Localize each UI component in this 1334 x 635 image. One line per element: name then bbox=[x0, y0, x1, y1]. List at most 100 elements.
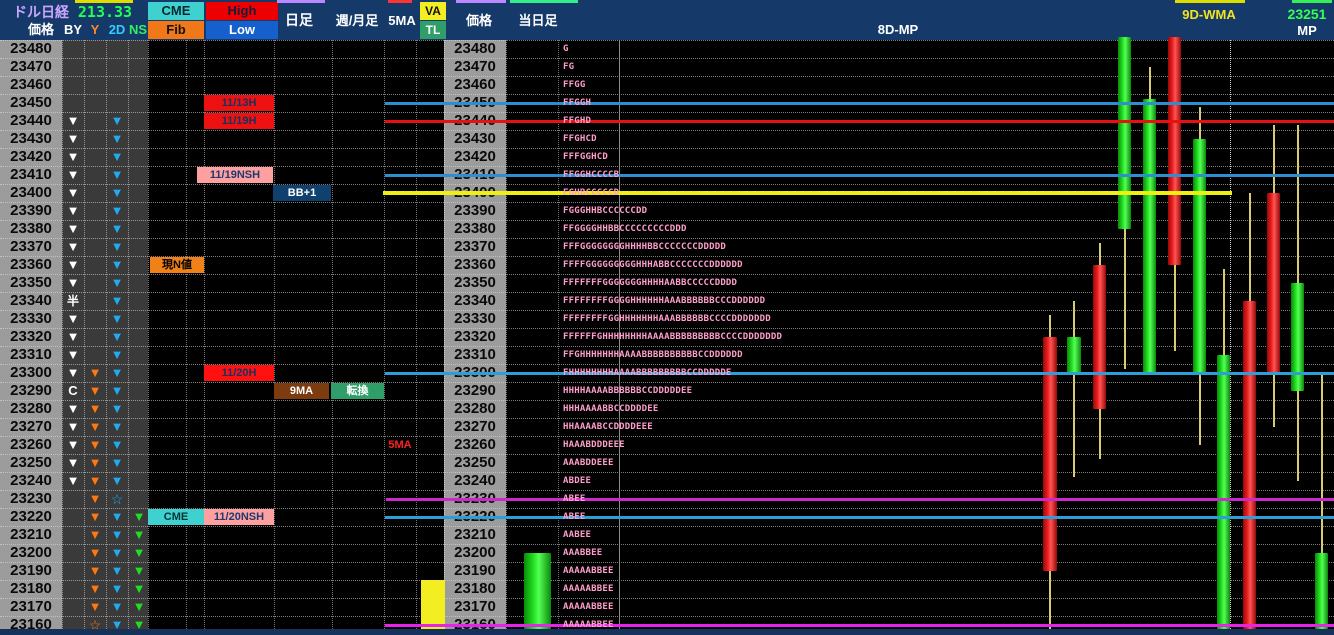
va-box bbox=[421, 580, 445, 629]
candle bbox=[1267, 193, 1280, 373]
profile-letters: FFFFFFFFGGGGHHHHHHAAABBBBBBCCCDDDDDD bbox=[563, 296, 766, 306]
price-cell: 23190 bbox=[454, 562, 496, 579]
down-triangle-icon: ▼ bbox=[66, 419, 80, 434]
down-triangle-icon: ▼ bbox=[110, 113, 124, 128]
grid-row-line bbox=[0, 148, 1334, 149]
daily-tab[interactable]: 日足 bbox=[285, 12, 313, 28]
price-cell: 23370 bbox=[454, 238, 496, 255]
price-cell: 23470 bbox=[454, 58, 496, 75]
grid-row-line bbox=[0, 202, 1334, 203]
down-triangle-icon: ▼ bbox=[132, 563, 146, 578]
grid-row-line bbox=[0, 454, 1334, 455]
down-triangle-icon: ▼ bbox=[110, 239, 124, 254]
profile-letters: FFFFFFFGGGGGGGHHHHAABBCCCCCDDDD bbox=[563, 278, 738, 288]
down-triangle-icon: ▼ bbox=[66, 113, 80, 128]
grid-row-line bbox=[0, 112, 1334, 113]
price-cell: 23400 bbox=[10, 184, 52, 201]
price-cell: 23220 bbox=[10, 508, 52, 525]
down-triangle-icon: ▼ bbox=[110, 275, 124, 290]
down-triangle-icon: ▼ bbox=[110, 401, 124, 416]
grid-row-line bbox=[0, 508, 1334, 509]
header-bar: ドル日経 213.33 価格 BY Y 2D NS CME Fib High L… bbox=[0, 0, 1334, 40]
price-cell: 23430 bbox=[454, 130, 496, 147]
down-triangle-icon: ▼ bbox=[66, 167, 80, 182]
tl-toggle[interactable]: TL bbox=[420, 21, 446, 39]
grid-column-line bbox=[62, 37, 63, 629]
down-triangle-icon: ▼ bbox=[66, 239, 80, 254]
cme-toggle[interactable]: CME bbox=[148, 2, 204, 20]
price-cell: 23290 bbox=[454, 382, 496, 399]
down-triangle-icon: ▼ bbox=[110, 257, 124, 272]
row-tag-label: CME bbox=[148, 509, 204, 525]
down-triangle-icon: ▼ bbox=[110, 419, 124, 434]
low-toggle[interactable]: Low bbox=[206, 21, 278, 39]
cutoff-text-fragment bbox=[456, 0, 506, 3]
price-cell: 23320 bbox=[10, 328, 52, 345]
grid-column-line bbox=[84, 37, 85, 629]
grid-column-line bbox=[148, 37, 149, 629]
price-cell: 23240 bbox=[454, 472, 496, 489]
grid-row-line bbox=[0, 382, 1334, 383]
price-column-header: 価格 bbox=[27, 22, 54, 37]
grid-row-line bbox=[0, 616, 1334, 617]
profile-letters: FFGGHCCCCB bbox=[563, 170, 620, 180]
price-cell: 23350 bbox=[454, 274, 496, 291]
grid-row-line bbox=[0, 40, 1334, 41]
price-cell: 23210 bbox=[454, 526, 496, 543]
price-cell: 23170 bbox=[454, 598, 496, 615]
grid-row-line bbox=[0, 400, 1334, 401]
down-triangle-icon: ▼ bbox=[88, 545, 102, 560]
row-tag-label: BB+1 bbox=[273, 185, 331, 201]
down-triangle-icon: ▼ bbox=[66, 149, 80, 164]
down-triangle-icon: ▼ bbox=[110, 221, 124, 236]
price-column2-bg bbox=[444, 37, 506, 629]
profile-letters: AAAAABBEE bbox=[563, 602, 614, 612]
row-tag-label: 11/13H bbox=[204, 95, 274, 111]
va-toggle[interactable]: VA bbox=[420, 2, 446, 20]
row-tag-label: 現N値 bbox=[150, 257, 204, 273]
weekly-monthly-tab[interactable]: 週/月足 bbox=[335, 13, 379, 28]
down-triangle-icon: ▼ bbox=[110, 347, 124, 362]
ma5-tab[interactable]: 5MA bbox=[388, 13, 416, 28]
price-cell: 23430 bbox=[10, 130, 52, 147]
profile-letters: FGHBCCCCCD bbox=[563, 188, 620, 198]
mp-header: MP bbox=[1297, 23, 1317, 38]
fib-toggle[interactable]: Fib bbox=[148, 21, 204, 39]
grid-column-line bbox=[128, 37, 129, 629]
down-triangle-icon: ▼ bbox=[88, 383, 102, 398]
profile-letters: HAAABDDDEEE bbox=[563, 440, 625, 450]
price-cell: 23280 bbox=[10, 400, 52, 417]
grid-row-line bbox=[0, 274, 1334, 275]
price-cell: 23270 bbox=[454, 418, 496, 435]
down-triangle-icon: ▼ bbox=[110, 455, 124, 470]
grid-row-line bbox=[0, 310, 1334, 311]
down-triangle-icon: ▼ bbox=[132, 509, 146, 524]
down-triangle-icon: ▼ bbox=[110, 383, 124, 398]
down-triangle-icon: ▼ bbox=[110, 599, 124, 614]
down-triangle-icon: ▼ bbox=[132, 617, 146, 632]
down-triangle-icon: ▼ bbox=[66, 329, 80, 344]
price-cell: 23420 bbox=[454, 148, 496, 165]
profile-letters: FFFFFFGHHHHHHHHAAAABBBBBBBBBCCCCDDDDDDD bbox=[563, 332, 783, 342]
profile-letters: FFGHHHHHHHAAAABBBBBBBBBBCCDDDDDD bbox=[563, 350, 743, 360]
candle bbox=[1291, 283, 1304, 391]
grid-row-line bbox=[0, 76, 1334, 77]
price-cell: 23210 bbox=[10, 526, 52, 543]
price-cell: 23360 bbox=[454, 256, 496, 273]
profile-letters: FGGGHHBCCCCCCDD bbox=[563, 206, 648, 216]
high-toggle[interactable]: High bbox=[206, 2, 278, 20]
down-triangle-icon: ▼ bbox=[110, 149, 124, 164]
grid-row-line bbox=[0, 418, 1334, 419]
cutoff-text-fragment bbox=[277, 0, 325, 3]
price-cell: 23320 bbox=[454, 328, 496, 345]
profile-letters: FFFGGHCD bbox=[563, 152, 608, 162]
down-triangle-icon: ▼ bbox=[110, 203, 124, 218]
price-level-line bbox=[385, 515, 1334, 519]
price-column-bg bbox=[0, 37, 62, 629]
price-cell: 23370 bbox=[10, 238, 52, 255]
down-triangle-icon: ▼ bbox=[88, 599, 102, 614]
candle bbox=[1043, 337, 1057, 571]
price-cell: 23460 bbox=[10, 76, 52, 93]
cutoff-text-fragment bbox=[388, 0, 412, 3]
down-triangle-icon: ▼ bbox=[88, 527, 102, 542]
